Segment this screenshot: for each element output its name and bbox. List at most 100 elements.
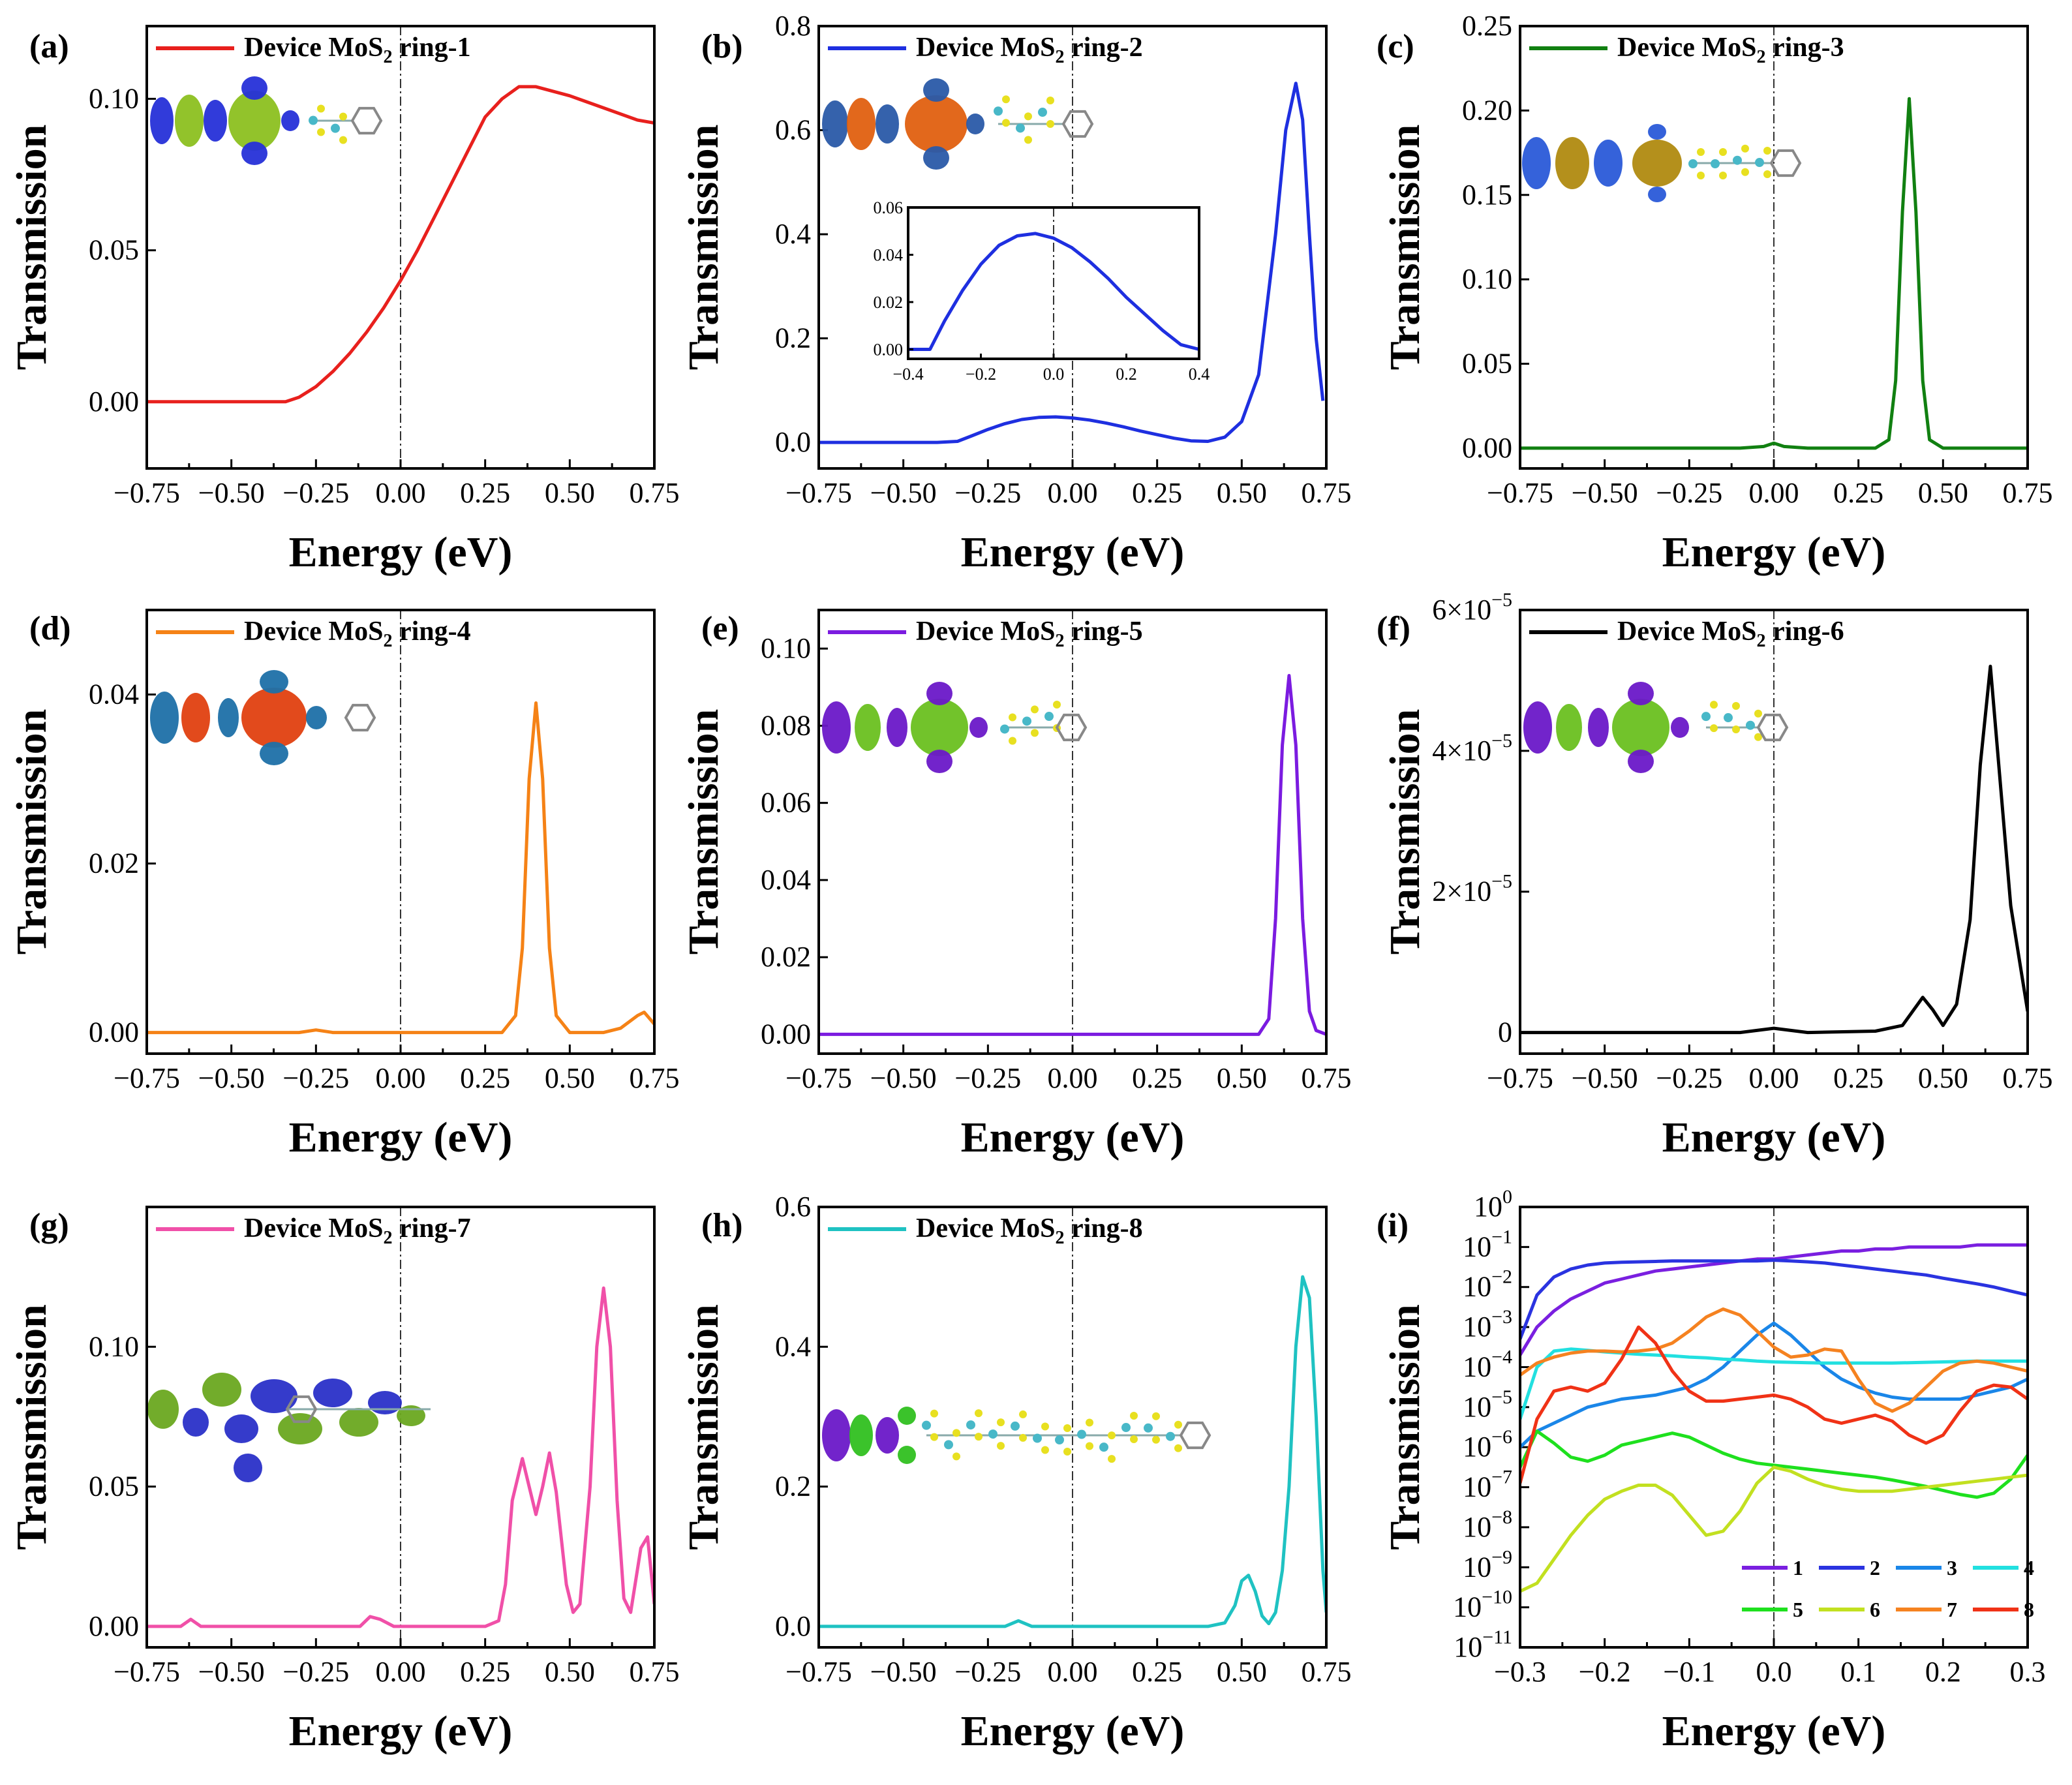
mo-atom [994,106,1003,116]
x-axis-label: Energy (eV) [1662,1114,1886,1161]
orbital-lobe [822,701,851,754]
s-atom [1732,725,1740,734]
orbital-lobe [923,78,949,102]
series-line [819,674,1326,1036]
y-tick-label: 10−1 [1463,1226,1512,1262]
x-tick-label: 0.25 [1132,1656,1182,1688]
mo-atom [1144,1423,1153,1433]
orbital-lobe [234,1454,262,1482]
x-tick-label: −0.75 [114,477,180,509]
y-tick-label: 0.05 [89,234,139,266]
y-tick-label: 10−5 [1463,1386,1512,1423]
mo-atom [1077,1429,1086,1439]
y-axis-label: Transmission [8,709,55,955]
inset-x-tick-label: −0.4 [892,365,923,384]
x-tick-label: −0.50 [1572,477,1638,509]
mo-atom [309,115,318,125]
inset-x-tick-label: 0.2 [1116,365,1137,384]
orbital-lobe [181,693,210,742]
x-tick-label: −0.75 [114,1656,180,1688]
x-tick-label: −0.75 [114,1062,180,1094]
legend-label-1: 1 [1793,1556,1803,1579]
x-tick-label: 0.25 [1132,477,1182,509]
series-line [147,701,654,1035]
curve-layer [819,674,1326,1036]
x-tick-label: −0.75 [1487,1062,1553,1094]
plot-frame [145,25,656,470]
orbital-lobe [1648,124,1666,140]
x-tick-label: −0.25 [282,477,349,509]
orbital-lobe [224,1414,258,1443]
x-tick-label: 0.75 [2003,477,2053,509]
x-tick-label: 0.50 [1217,477,1267,509]
x-tick-label: −0.2 [1579,1656,1631,1688]
x-tick-label: −0.75 [785,1656,852,1688]
s-atom [1019,1410,1027,1418]
s-atom [952,1429,960,1437]
panel-label: (e) [701,610,739,647]
y-tick-label: 0.00 [89,1016,139,1048]
x-tick-label: 0.25 [460,1656,510,1688]
inset-plot: −0.4 −0.2 0.0 0.2 0.4 0.00 0.02 0.04 0.06 [874,198,1210,384]
plot-frame [1519,609,2029,1055]
x-tick-label: 0.75 [630,1062,680,1094]
y-tick-label: 0.10 [1462,263,1512,295]
s-atom [1710,724,1718,733]
x-tick-label: 0.50 [1918,477,1968,509]
y-tick-label: 6×10−5 [1432,589,1512,626]
x-tick-label: 0.50 [1217,1062,1267,1094]
molecule-illustration [147,1373,431,1482]
molecule-illustration [822,78,1094,170]
orbital-lobe [1671,717,1689,738]
orbital-lobe [926,750,952,773]
curve-layer [1520,1243,2028,1593]
x-tick-label: 0.0 [1756,1656,1792,1688]
s-atom [1041,1422,1049,1431]
x-tick-label: 0.50 [1217,1656,1267,1688]
x-tick-label: −0.25 [282,1656,349,1688]
y-axis-label: Transmission [1381,1304,1429,1550]
orbital-lobe [887,708,907,747]
s-atom [1024,136,1032,144]
x-tick-label: 0.25 [1833,477,1883,509]
orbital-lobe [313,1379,352,1407]
plot-frame [817,25,1328,470]
orbital-lobe [218,698,239,737]
y-tick-label: 4×10−5 [1432,730,1512,767]
s-atom [1108,1431,1116,1440]
x-tick-label: −0.50 [870,1656,937,1688]
series-line [819,1275,1326,1628]
mo-atom [1733,155,1742,165]
orbital-lobe [898,1446,916,1464]
x-tick-label: −0.50 [870,477,937,509]
mo-atom [1044,712,1054,722]
mo-atom [1099,1442,1108,1452]
panel-b: (b) −0.75 −0.50 −0.25 0.00 0.25 0.50 0.75 0.0 0.2… [680,10,1352,576]
orbital-lobe [397,1405,425,1426]
x-axis-label: Energy (eV) [289,1707,513,1755]
orbital-lobe [898,1407,916,1425]
legend-label: Device MoS2 ring-5 [916,617,1143,651]
panel-label: (g) [29,1207,69,1244]
x-axis-label: Energy (eV) [289,528,513,576]
molecule-illustration [1523,682,1789,773]
y-tick-label: 0.02 [761,941,811,973]
x-tick-label: −0.50 [198,1062,265,1094]
x-tick-label: −0.25 [1656,477,1722,509]
s-atom [930,1433,938,1441]
s-atom [1763,170,1771,179]
legend-label: Device MoS2 ring-7 [244,1213,471,1248]
orbital-lobe [1628,750,1654,773]
y-tick-label: 0.00 [89,386,139,418]
mo-atom [1701,712,1711,722]
molecule-illustration [150,76,383,165]
x-tick-label: 0.25 [460,477,510,509]
s-atom [952,1452,960,1461]
series-line-6 [1520,1465,2028,1593]
mo-atom [1166,1431,1175,1441]
inset-y-tick-label: 0.06 [874,198,904,217]
plot-frame [817,1206,1328,1649]
orbital-lobe [855,704,881,751]
s-atom [1719,172,1727,180]
orbital-lobe [204,100,227,142]
